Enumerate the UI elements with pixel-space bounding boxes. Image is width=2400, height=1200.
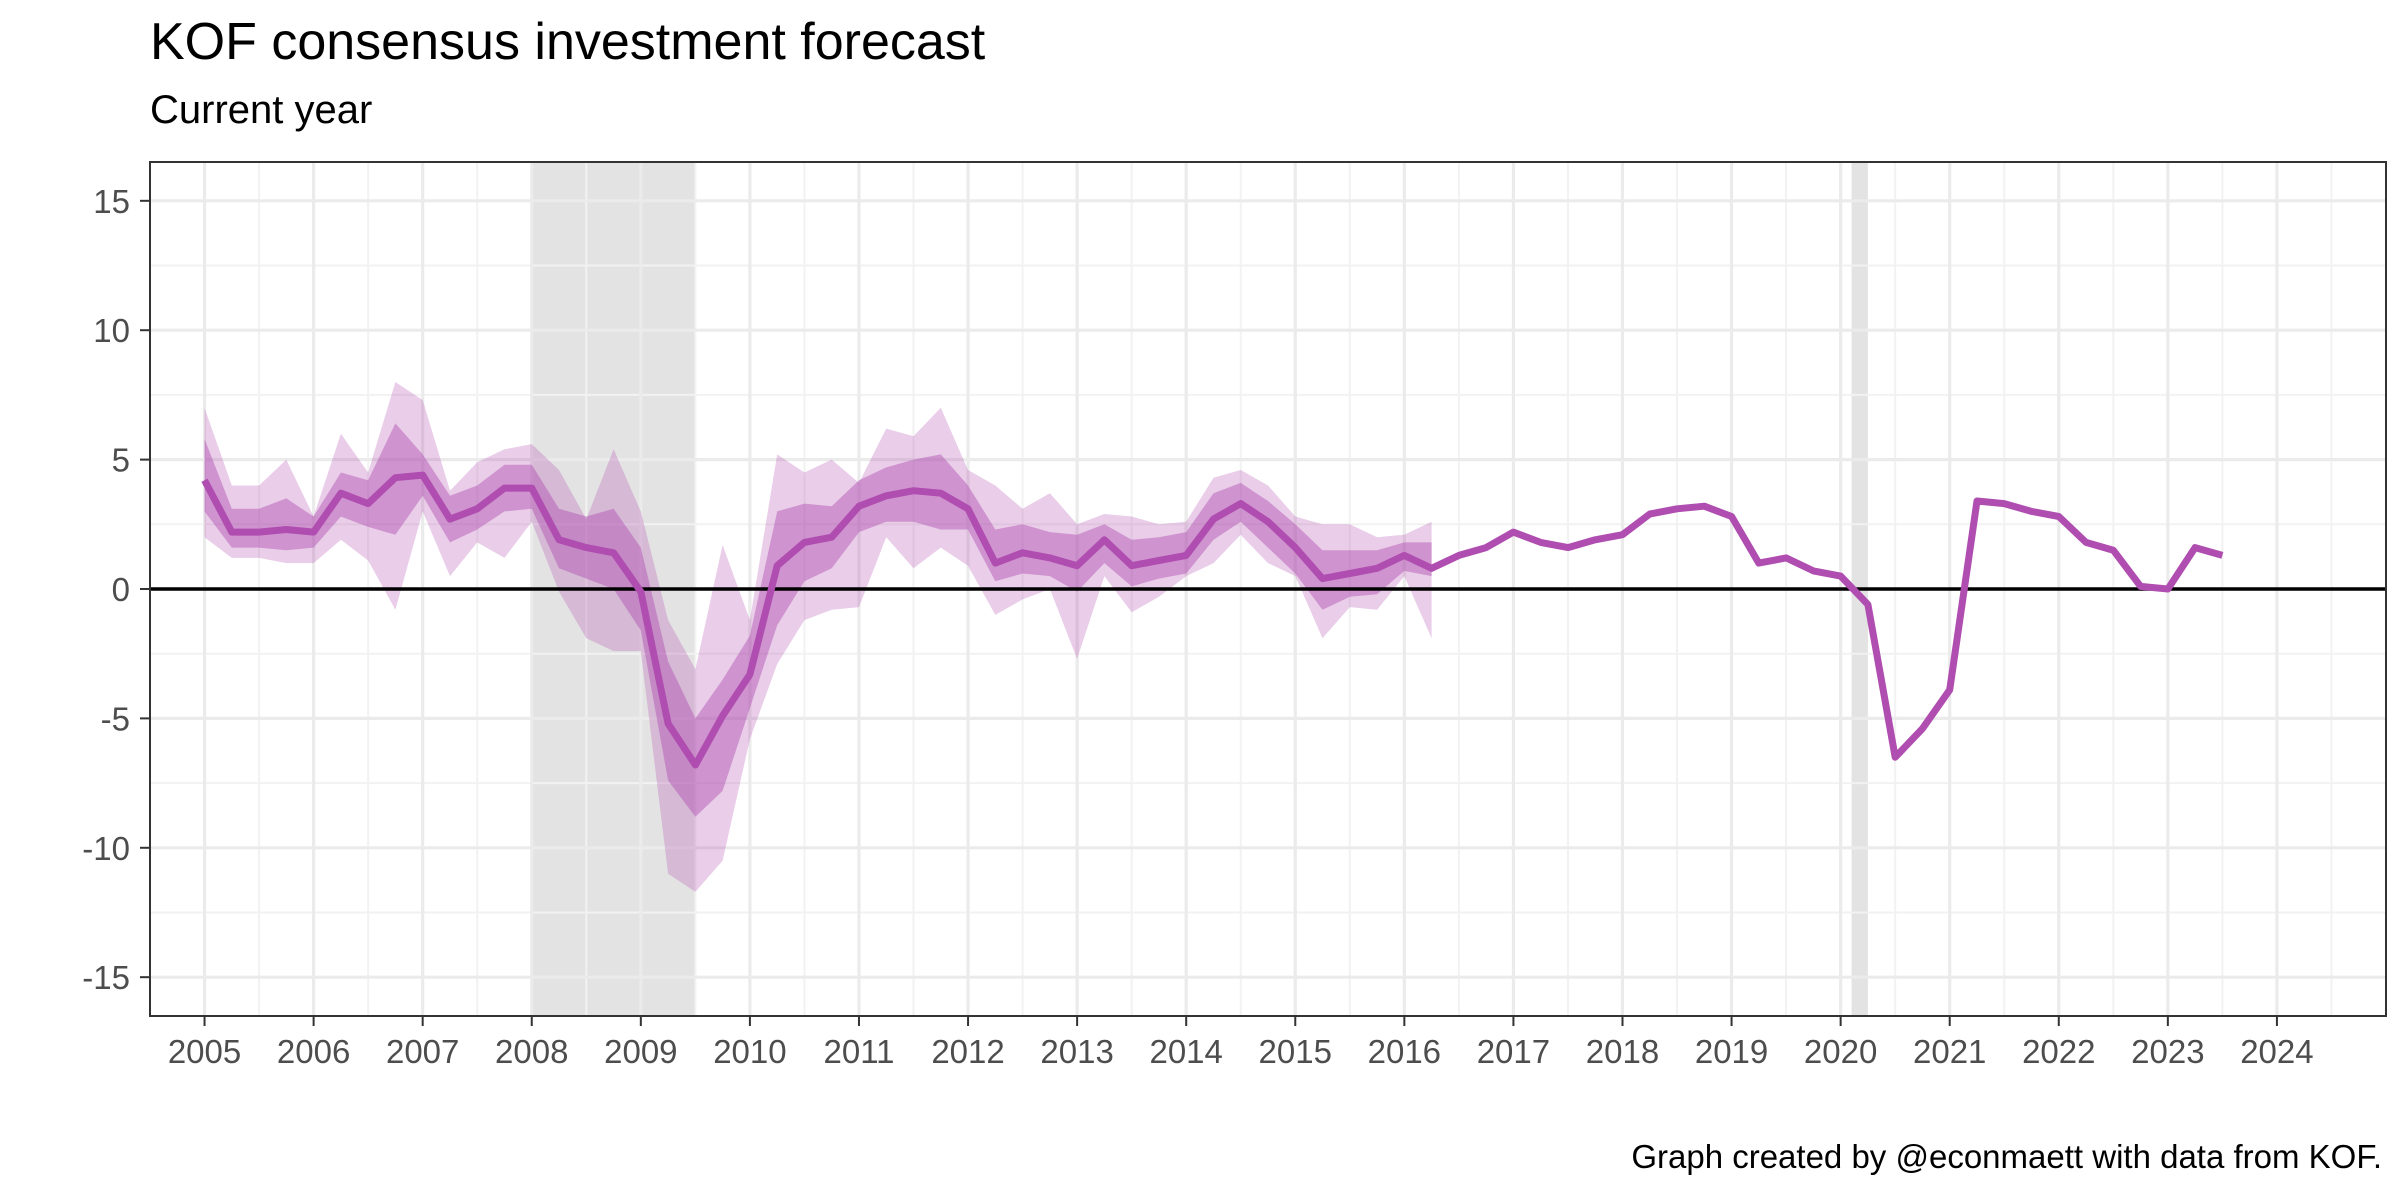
- series-line: [201, 471, 2224, 769]
- x-tick-label: 2018: [1586, 1033, 1659, 1070]
- x-tick-label: 2024: [2240, 1033, 2313, 1070]
- x-tick-label: 2006: [277, 1033, 350, 1070]
- x-tick-label: 2020: [1804, 1033, 1877, 1070]
- x-tick-label: 2013: [1040, 1033, 1113, 1070]
- x-tick-label: 2019: [1695, 1033, 1768, 1070]
- y-tick-label: -15: [82, 959, 130, 996]
- y-tick-label: 5: [112, 442, 130, 479]
- x-axis: 2005 2006 2007 2008 2009 2010 2011 2012 2013 2014…: [168, 1016, 2314, 1070]
- x-tick-label: 2011: [823, 1033, 894, 1070]
- x-tick-label: 2010: [713, 1033, 786, 1070]
- x-tick-label: 2023: [2131, 1033, 2204, 1070]
- x-tick-label: 2007: [386, 1033, 459, 1070]
- band-outer: [204, 382, 1432, 892]
- chart-subtitle: Current year: [150, 88, 373, 132]
- band-group: [204, 382, 1432, 892]
- y-tick-label: 10: [93, 312, 130, 349]
- x-tick-label: 2012: [931, 1033, 1004, 1070]
- series-line-group: [201, 471, 2224, 769]
- x-tick-label: 2008: [495, 1033, 568, 1070]
- x-tick-label: 2014: [1149, 1033, 1222, 1070]
- y-axis: -15 -10 -5 0 5 10 15: [82, 183, 150, 996]
- chart-caption: Graph created by @econmaett with data fr…: [1631, 1138, 2382, 1175]
- x-tick-label: 2016: [1368, 1033, 1441, 1070]
- x-tick-label: 2015: [1259, 1033, 1332, 1070]
- y-tick-label: 0: [112, 571, 130, 608]
- x-tick-label: 2005: [168, 1033, 241, 1070]
- y-tick-label: -10: [82, 830, 130, 867]
- x-tick-label: 2009: [604, 1033, 677, 1070]
- x-tick-label: 2021: [1913, 1033, 1986, 1070]
- x-tick-label: 2022: [2022, 1033, 2095, 1070]
- chart-title: KOF consensus investment forecast: [150, 13, 986, 71]
- x-tick-label: 2017: [1477, 1033, 1550, 1070]
- y-tick-label: -5: [101, 700, 130, 737]
- y-tick-label: 15: [93, 183, 130, 220]
